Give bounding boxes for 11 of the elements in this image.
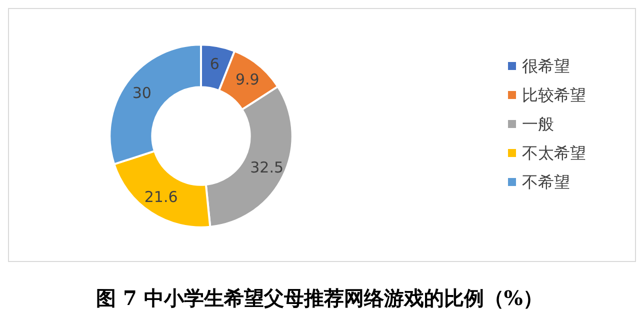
legend-label: 很希望 [522,56,570,76]
legend-label: 不希望 [522,172,570,192]
legend-label: 比较希望 [522,86,586,104]
legend-label: 不太希望 [522,144,586,162]
data-label: 6 [210,55,220,74]
text: 图 7 中小学生希望父母推荐网络游戏的比例（%） [96,286,543,310]
data-label: 9.9 [235,70,260,89]
data-label: 21.6 [144,188,178,206]
data-label: 30 [132,84,152,102]
legend-label: 一般 [522,114,554,134]
data-label: 32.5 [250,158,284,177]
